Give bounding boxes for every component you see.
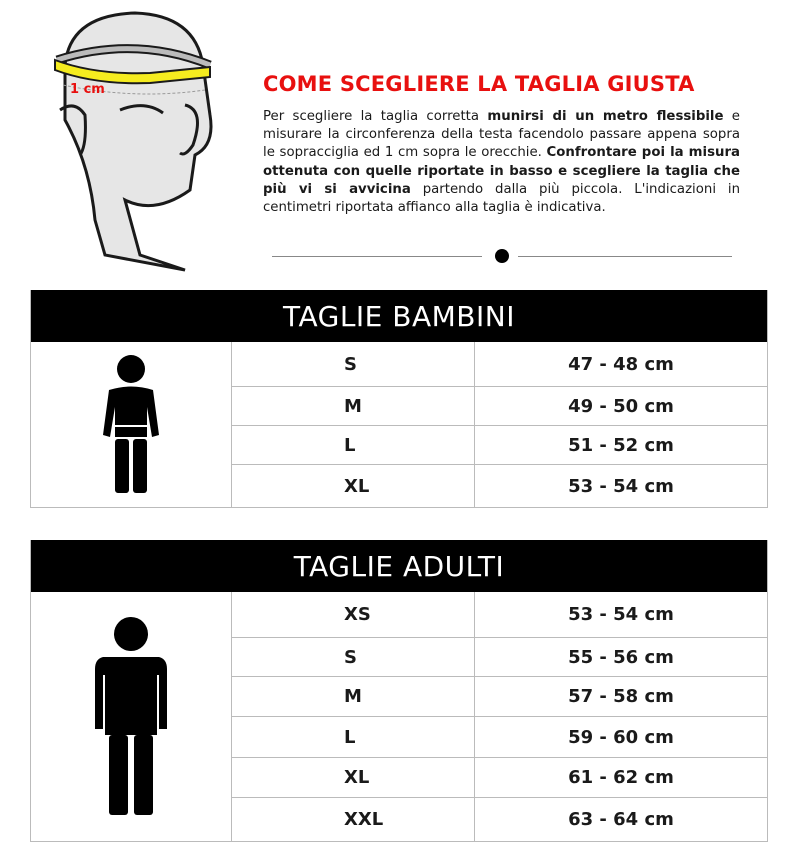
instructions-segment: Per scegliere la taglia corretta xyxy=(263,109,488,124)
child-figure-icon xyxy=(103,354,159,493)
size-label: XL xyxy=(232,465,475,507)
page-title: COME SCEGLIERE LA TAGLIA GIUSTA xyxy=(263,72,695,96)
divider-left xyxy=(272,256,482,257)
instructions-segment: e misurare la circonferenza della testa … xyxy=(263,109,740,161)
size-label: M xyxy=(232,677,475,716)
size-row: XS 53 - 54 cm xyxy=(232,592,767,638)
size-measure: 49 - 50 cm xyxy=(568,395,674,417)
head-measurement-illustration: 1 cm xyxy=(54,11,213,272)
size-label: S xyxy=(232,342,475,386)
size-row: S 55 - 56 cm xyxy=(232,638,767,677)
adults-size-table: TAGLIE ADULTI XS 53 - 54 cm S 55 - 56 cm M 57… xyxy=(30,540,768,842)
size-measure: 55 - 56 cm xyxy=(568,646,674,668)
size-label: XXL xyxy=(232,798,475,841)
adult-figure-icon xyxy=(95,616,167,815)
size-row: M 49 - 50 cm xyxy=(232,387,767,426)
kids-table-title: TAGLIE BAMBINI xyxy=(31,290,767,342)
size-row: M 57 - 58 cm xyxy=(232,677,767,717)
size-row: XL 61 - 62 cm xyxy=(232,758,767,798)
size-measure: 51 - 52 cm xyxy=(568,434,674,456)
size-row: L 59 - 60 cm xyxy=(232,717,767,758)
divider-dot xyxy=(495,249,509,263)
size-label: L xyxy=(232,717,475,757)
size-row: XXL 63 - 64 cm xyxy=(232,798,767,841)
size-measure: 61 - 62 cm xyxy=(568,767,674,788)
size-label: XS xyxy=(232,592,475,637)
size-label: XL xyxy=(232,758,475,797)
divider-right xyxy=(518,256,732,257)
kids-size-table: TAGLIE BAMBINI S 47 - 48 cm M 49 - 50 cm L 51… xyxy=(30,290,768,508)
size-label: S xyxy=(232,638,475,676)
size-measure: 47 - 48 cm xyxy=(568,353,674,375)
size-measure: 53 - 54 cm xyxy=(568,604,674,625)
one-cm-label: 1 cm xyxy=(70,82,105,97)
size-measure: 53 - 54 cm xyxy=(568,475,674,497)
size-measure: 63 - 64 cm xyxy=(568,809,674,830)
instructions-segment: munirsi di un metro flessibile xyxy=(487,109,724,124)
instructions-segment: partendo dalla più piccola. L'indicazion… xyxy=(263,181,741,216)
size-label: M xyxy=(232,387,475,425)
adults-table-title: TAGLIE ADULTI xyxy=(31,540,767,592)
instructions-paragraph: Per scegliere la taglia corretta munirsi… xyxy=(263,108,740,217)
instructions-segment: Confrontare poi la misura ottenuta con q… xyxy=(263,145,740,197)
size-row: L 51 - 52 cm xyxy=(232,426,767,465)
size-row: S 47 - 48 cm xyxy=(232,342,767,387)
size-measure: 59 - 60 cm xyxy=(568,726,674,748)
size-measure: 57 - 58 cm xyxy=(568,686,674,707)
size-label: L xyxy=(232,426,475,464)
size-row: XL 53 - 54 cm xyxy=(232,465,767,507)
